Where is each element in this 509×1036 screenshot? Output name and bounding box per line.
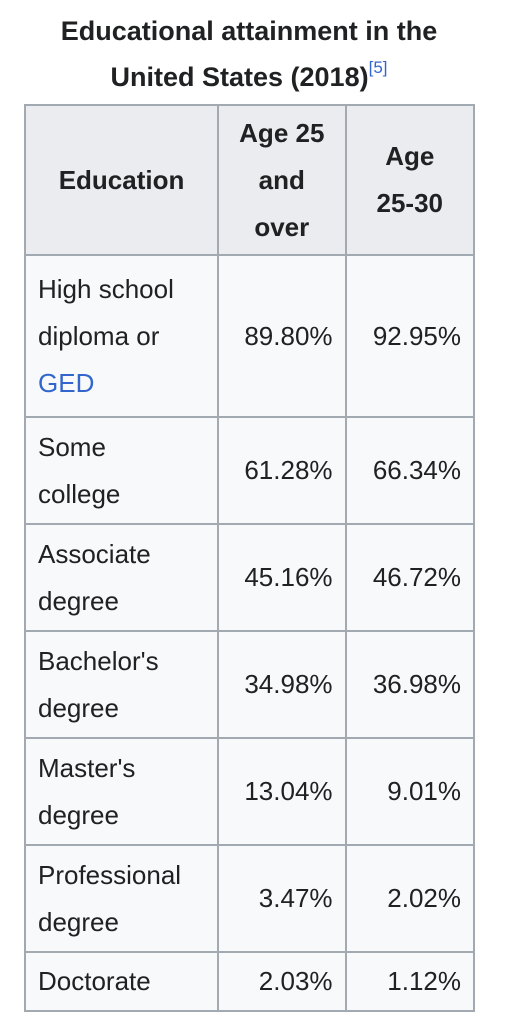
value-age-25-and-over: 3.47% — [217, 844, 347, 953]
table-row: Some college 61.28% 66.34% — [23, 416, 476, 525]
value-age-25-30: 1.12% — [344, 951, 476, 1012]
header-row: Education Age 25 and over Age 25-30 — [23, 104, 476, 256]
table-caption: Educational attainment in the United Sta… — [24, 8, 474, 104]
header-age-25-30: Age 25-30 — [344, 104, 476, 256]
value-age-25-and-over: 61.28% — [217, 416, 347, 525]
row-label: Bachelor's degree — [23, 630, 220, 739]
row-label: Doctorate — [23, 951, 220, 1012]
ged-link[interactable]: GED — [38, 367, 95, 398]
header-age-25-and-over: Age 25 and over — [217, 104, 347, 256]
value-age-25-30: 92.95% — [344, 254, 476, 418]
value-age-25-30: 9.01% — [344, 737, 476, 846]
row-label: High school diploma or GED — [23, 254, 220, 418]
value-age-25-and-over: 13.04% — [217, 737, 347, 846]
value-age-25-30: 66.34% — [344, 416, 476, 525]
attainment-table: Education Age 25 and over Age 25-30 High… — [23, 104, 476, 1012]
value-age-25-and-over: 2.03% — [217, 951, 347, 1012]
caption-title-line2: United States (2018) — [110, 62, 369, 92]
value-age-25-30: 46.72% — [344, 523, 476, 632]
reference-superscript: [5] — [369, 58, 388, 77]
row-label: Master's degree — [23, 737, 220, 846]
table-row: Associate degree 45.16% 46.72% — [23, 523, 476, 632]
value-age-25-30: 36.98% — [344, 630, 476, 739]
table-row: Doctorate 2.03% 1.12% — [23, 951, 476, 1012]
row-label: Associate degree — [23, 523, 220, 632]
value-age-25-and-over: 89.80% — [217, 254, 347, 418]
value-age-25-and-over: 45.16% — [217, 523, 347, 632]
table-row: High school diploma or GED 89.80% 92.95% — [23, 254, 476, 418]
table-row: Master's degree 13.04% 9.01% — [23, 737, 476, 846]
reference-link[interactable]: [5] — [368, 58, 388, 77]
table-row: Professional degree 3.47% 2.02% — [23, 844, 476, 953]
table-row: Bachelor's degree 34.98% 36.98% — [23, 630, 476, 739]
caption-title-line1: Educational attainment in the — [60, 16, 438, 46]
row-label: Professional degree — [23, 844, 220, 953]
value-age-25-30: 2.02% — [344, 844, 476, 953]
header-education: Education — [23, 104, 220, 256]
value-age-25-and-over: 34.98% — [217, 630, 347, 739]
row-label: Some college — [23, 416, 220, 525]
